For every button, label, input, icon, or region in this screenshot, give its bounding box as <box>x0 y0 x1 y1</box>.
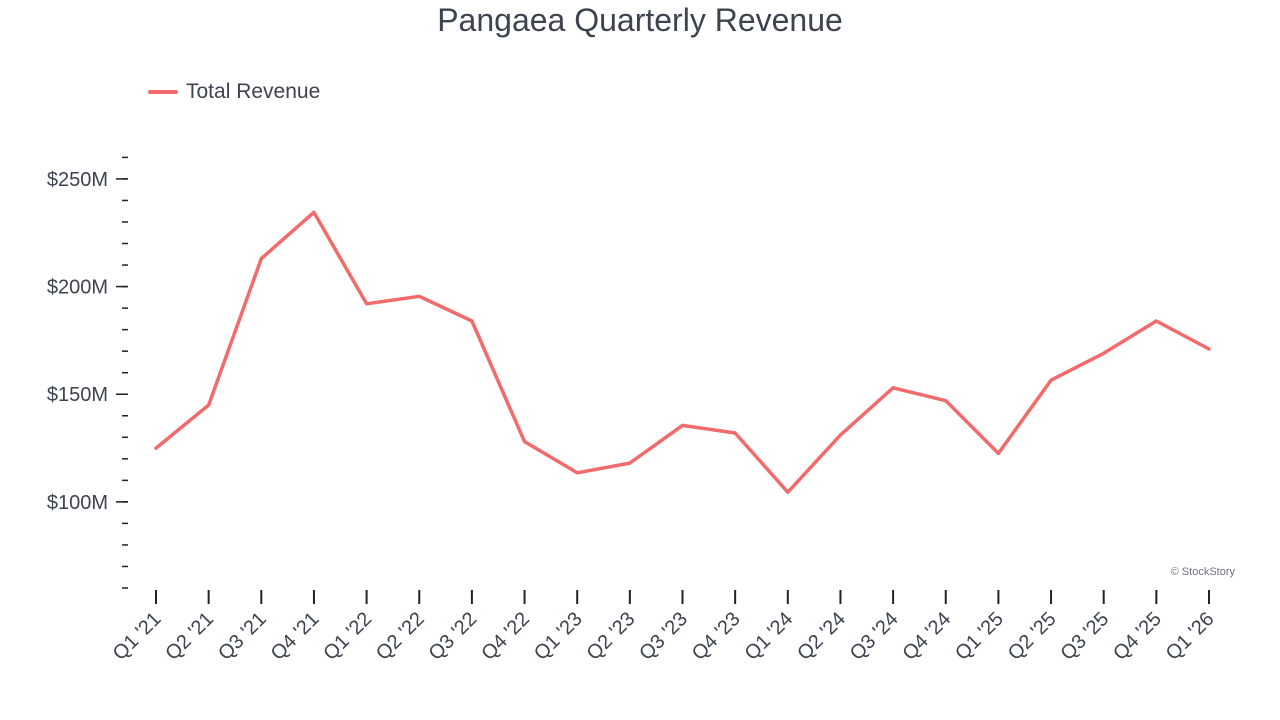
x-tick-label: Q3 '21 <box>214 608 271 665</box>
watermark-text: © StockStory <box>1171 566 1236 578</box>
x-tick-label: Q4 '24 <box>898 608 955 665</box>
x-tick-label: Q4 '25 <box>1109 608 1166 665</box>
x-tick-label: Q2 '22 <box>372 608 429 665</box>
legend-label: Total Revenue <box>186 80 321 103</box>
x-tick-label: Q1 '25 <box>951 608 1008 665</box>
x-tick-label: Q4 '21 <box>267 608 324 665</box>
y-tick-label: $100M <box>47 492 108 514</box>
chart-title: Pangaea Quarterly Revenue <box>437 2 843 38</box>
x-tick-label: Q1 '21 <box>109 608 166 665</box>
x-tick-label: Q2 '21 <box>161 608 218 665</box>
y-tick-label: $250M <box>47 169 108 191</box>
x-tick-label: Q3 '24 <box>846 608 903 665</box>
chart-legend: Total Revenue <box>148 78 320 106</box>
series-line-total-revenue <box>154 210 1211 494</box>
x-tick-label: Q1 '22 <box>319 608 376 665</box>
legend-swatch <box>148 90 178 94</box>
x-tick-label: Q3 '25 <box>1056 608 1113 665</box>
x-tick-label: Q4 '22 <box>477 608 534 665</box>
x-tick-label: Q1 '26 <box>1162 608 1219 665</box>
y-tick-label: $200M <box>47 277 108 299</box>
x-tick-label: Q2 '25 <box>1004 608 1061 665</box>
x-tick-label: Q2 '24 <box>793 608 850 665</box>
x-tick-label: Q1 '24 <box>741 608 798 665</box>
x-tick-label: Q2 '23 <box>583 608 640 665</box>
x-tick-label: Q4 '23 <box>688 608 745 665</box>
y-tick-label: $150M <box>47 384 108 406</box>
x-tick-label: Q3 '23 <box>635 608 692 665</box>
x-tick-label: Q1 '23 <box>530 608 587 665</box>
x-tick-label: Q3 '22 <box>425 608 482 665</box>
